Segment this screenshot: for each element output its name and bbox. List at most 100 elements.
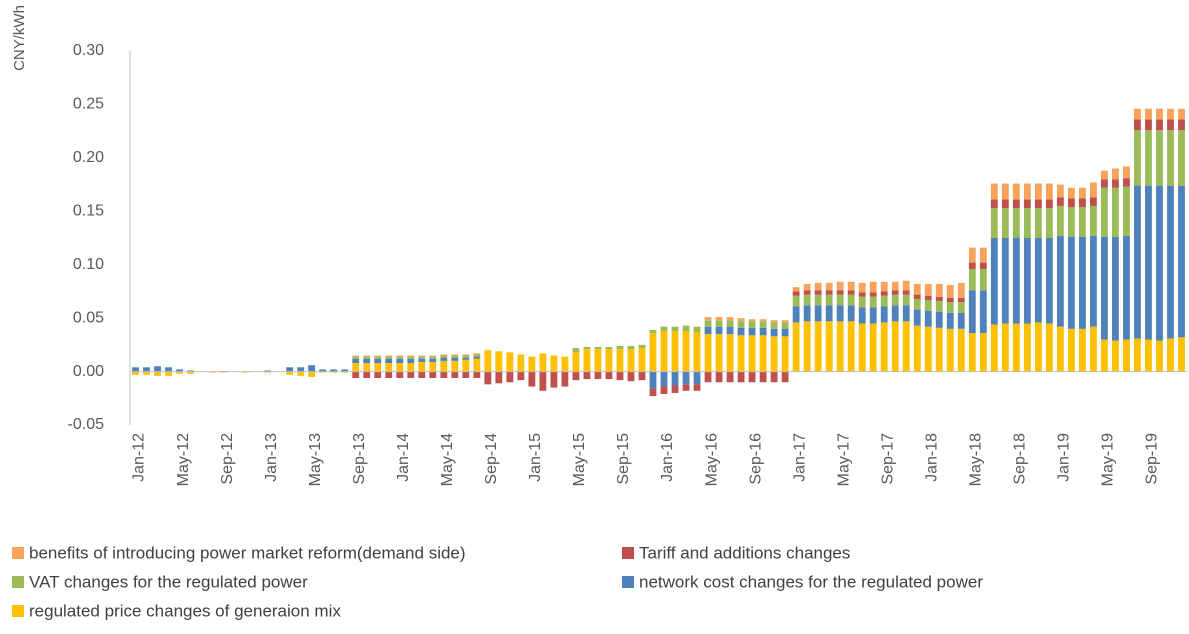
bar-segment [1156, 130, 1163, 186]
bar-segment [319, 369, 327, 372]
bar-segment [583, 371, 591, 380]
bar-segment [1101, 187, 1108, 237]
legend-label: benefits of introducing power market ref… [29, 543, 466, 562]
bar-segment [1156, 340, 1163, 372]
bar-segment [1067, 328, 1075, 372]
bar-segment [825, 290, 833, 295]
bar-segment [418, 356, 426, 359]
bar-segment [374, 363, 382, 372]
bar-segment [902, 321, 910, 372]
bar-segment [429, 358, 437, 362]
bar-segment [1045, 323, 1053, 372]
legend-swatch [622, 576, 634, 588]
x-tick-label: Jan-14 [395, 433, 412, 482]
bar-segment [484, 371, 492, 385]
bar-segment [990, 238, 998, 325]
x-tick-label: Sep-16 [747, 433, 764, 485]
bar-segment [770, 320, 778, 323]
bar-segment [1056, 235, 1064, 327]
bar-segment [891, 281, 899, 291]
bar-segment [484, 350, 492, 372]
bar-segment [1023, 183, 1031, 200]
x-tick-label: May-17 [835, 433, 852, 486]
bar-segment [924, 299, 932, 311]
bar-segment [968, 247, 976, 263]
bar-segment [847, 305, 855, 322]
bar-segment [979, 333, 987, 372]
x-tick-label: Jan-12 [131, 433, 148, 482]
bar-segment [418, 371, 426, 378]
bar-segment [1145, 119, 1152, 131]
bar-segment [693, 326, 701, 333]
bar-segment [1178, 119, 1185, 131]
bar-segment [572, 348, 580, 353]
bar-segment [902, 290, 910, 295]
bar-segment [924, 310, 932, 327]
bar-segment [1101, 236, 1108, 340]
bar-segment [913, 309, 921, 326]
bar-segment [825, 282, 833, 291]
bar-segment [451, 371, 459, 378]
bar-segment [627, 371, 635, 382]
legend-label: VAT changes for the regulated power [29, 572, 308, 591]
bar-segment [836, 321, 844, 372]
bar-segment [682, 325, 690, 331]
bar-segment [1134, 185, 1141, 339]
bar-segment [374, 371, 382, 378]
bar-segment [176, 371, 183, 374]
bar-segment [297, 371, 305, 376]
bar-segment [858, 292, 866, 297]
bar-segment [451, 360, 459, 372]
bar-segment [759, 371, 767, 383]
bar-segment [352, 358, 360, 364]
bar-segment [627, 349, 635, 372]
bar-segment [935, 301, 943, 312]
x-tick-label: Sep-14 [483, 433, 500, 485]
bar-segment [726, 326, 734, 335]
bar-segment [132, 367, 139, 372]
bar-segment [935, 296, 943, 302]
bar-segment [1156, 108, 1163, 120]
bar-segment [737, 318, 745, 322]
bar-segment [737, 321, 745, 328]
y-tick-label: -0.05 [68, 416, 105, 433]
bar-segment [913, 325, 921, 372]
bar-segment [957, 282, 965, 298]
bar-segment [836, 294, 844, 306]
bar-segment [264, 370, 272, 372]
bar-segment [1112, 168, 1119, 180]
x-tick-label: Jan-18 [923, 433, 940, 482]
bar-segment [396, 356, 404, 359]
legend-swatch [12, 605, 24, 617]
bar-segment [803, 321, 811, 372]
bar-segment [847, 290, 855, 295]
legend-label: regulated price changes of generaion mix [29, 601, 341, 620]
bar-segment [924, 295, 932, 300]
bar-segment [946, 312, 954, 329]
bar-segment [1078, 236, 1086, 329]
bar-segment [968, 268, 976, 291]
bar-segment [1145, 130, 1152, 186]
bar-segment [429, 356, 437, 359]
bar-segment [693, 384, 701, 391]
bar-segment [407, 363, 415, 372]
bar-segment [792, 306, 800, 323]
bar-segment [605, 371, 613, 380]
bar-segment [1045, 199, 1053, 209]
bar-segment [825, 321, 833, 372]
bar-segment [726, 317, 734, 321]
bar-segment [990, 199, 998, 209]
bar-segment [638, 348, 646, 372]
bar-segment [143, 367, 150, 372]
bar-segment [1089, 235, 1097, 327]
bar-segment [407, 358, 415, 364]
bar-segment [1089, 182, 1097, 198]
bar-segment [825, 294, 833, 306]
bar-segment [418, 355, 426, 357]
bar-segment [286, 367, 294, 372]
bar-segment [946, 297, 954, 303]
x-tick-label: Sep-15 [615, 433, 632, 485]
bar-segment [1167, 130, 1174, 186]
bar-segment [880, 306, 888, 323]
bar-segment [1112, 179, 1119, 188]
